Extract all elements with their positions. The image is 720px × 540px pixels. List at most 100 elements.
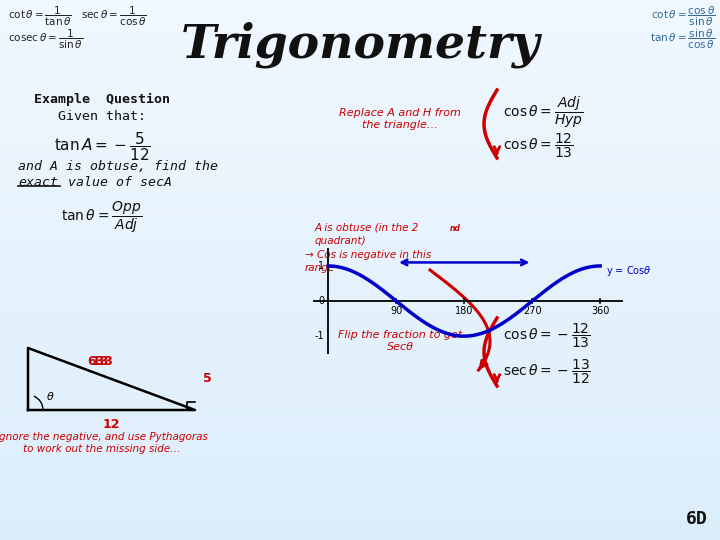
Bar bbox=[0, 472, 720, 473]
Bar bbox=[0, 515, 720, 516]
Bar bbox=[0, 287, 720, 288]
Bar bbox=[0, 210, 720, 211]
Bar bbox=[0, 479, 720, 480]
Bar bbox=[0, 387, 720, 388]
Bar bbox=[0, 404, 720, 405]
Text: 633: 633 bbox=[87, 355, 113, 368]
Bar bbox=[0, 466, 720, 467]
Bar bbox=[0, 474, 720, 475]
Bar bbox=[0, 391, 720, 392]
Bar bbox=[0, 535, 720, 536]
Bar bbox=[0, 419, 720, 420]
Bar bbox=[0, 407, 720, 408]
Bar bbox=[0, 473, 720, 474]
Bar bbox=[0, 222, 720, 223]
Bar bbox=[0, 439, 720, 440]
Bar bbox=[0, 267, 720, 268]
Bar bbox=[0, 401, 720, 402]
Bar bbox=[0, 454, 720, 455]
Text: $\cos\theta = \dfrac{Adj}{Hyp}$: $\cos\theta = \dfrac{Adj}{Hyp}$ bbox=[503, 95, 584, 130]
Bar bbox=[0, 422, 720, 423]
Bar bbox=[0, 384, 720, 385]
Bar bbox=[0, 128, 720, 129]
Bar bbox=[0, 308, 720, 309]
Bar bbox=[0, 164, 720, 165]
Bar bbox=[0, 329, 720, 330]
Bar bbox=[0, 30, 720, 31]
Bar bbox=[0, 181, 720, 182]
Bar bbox=[0, 220, 720, 221]
Bar bbox=[0, 73, 720, 74]
Bar bbox=[0, 450, 720, 451]
Text: $\cot\theta = \dfrac{\cos\theta}{\sin\theta}$: $\cot\theta = \dfrac{\cos\theta}{\sin\th… bbox=[651, 5, 715, 28]
Bar bbox=[0, 58, 720, 59]
Bar bbox=[0, 326, 720, 327]
Bar bbox=[0, 18, 720, 19]
Bar bbox=[0, 216, 720, 217]
Bar bbox=[0, 339, 720, 340]
Bar bbox=[0, 265, 720, 266]
Bar bbox=[0, 137, 720, 138]
Bar bbox=[0, 257, 720, 258]
Bar bbox=[0, 239, 720, 240]
Bar bbox=[0, 508, 720, 509]
Bar bbox=[0, 61, 720, 62]
Bar bbox=[0, 88, 720, 89]
Bar bbox=[0, 40, 720, 41]
Bar bbox=[0, 221, 720, 222]
Bar bbox=[0, 79, 720, 80]
Bar bbox=[0, 376, 720, 377]
Bar bbox=[0, 82, 720, 83]
Bar bbox=[0, 353, 720, 354]
Bar bbox=[0, 78, 720, 79]
Bar bbox=[0, 320, 720, 321]
Bar bbox=[0, 461, 720, 462]
Bar bbox=[0, 92, 720, 93]
Bar bbox=[0, 500, 720, 501]
Bar bbox=[0, 374, 720, 375]
Bar bbox=[0, 245, 720, 246]
Bar bbox=[0, 45, 720, 46]
Bar bbox=[0, 432, 720, 433]
Bar bbox=[0, 275, 720, 276]
Text: A is obtuse (in the 2: A is obtuse (in the 2 bbox=[315, 222, 419, 232]
Text: 5: 5 bbox=[203, 373, 212, 386]
Bar bbox=[0, 523, 720, 524]
Bar bbox=[0, 87, 720, 88]
Bar bbox=[0, 76, 720, 77]
Bar bbox=[0, 463, 720, 464]
Bar bbox=[0, 521, 720, 522]
Bar bbox=[0, 97, 720, 98]
Bar bbox=[0, 176, 720, 177]
Bar bbox=[0, 293, 720, 294]
Bar bbox=[0, 388, 720, 389]
Bar bbox=[0, 531, 720, 532]
Bar bbox=[0, 240, 720, 241]
Bar bbox=[0, 501, 720, 502]
Bar bbox=[0, 393, 720, 394]
Bar bbox=[0, 37, 720, 38]
Text: $\cot\theta = \dfrac{1}{\tan\theta}$   $\sec\theta = \dfrac{1}{\cos\theta}$: $\cot\theta = \dfrac{1}{\tan\theta}$ $\s… bbox=[8, 5, 147, 28]
Bar bbox=[0, 71, 720, 72]
Bar bbox=[0, 122, 720, 123]
Bar bbox=[0, 185, 720, 186]
Text: $\tan\theta = \dfrac{Opp}{Adj}$: $\tan\theta = \dfrac{Opp}{Adj}$ bbox=[61, 200, 143, 235]
Bar bbox=[0, 277, 720, 278]
Bar bbox=[0, 464, 720, 465]
Bar bbox=[0, 1, 720, 2]
Text: nd: nd bbox=[450, 224, 461, 233]
Bar bbox=[0, 54, 720, 55]
Bar bbox=[0, 28, 720, 29]
Bar bbox=[0, 416, 720, 417]
Bar bbox=[0, 208, 720, 209]
Bar bbox=[0, 141, 720, 142]
Bar bbox=[0, 295, 720, 296]
Bar bbox=[0, 271, 720, 272]
Bar bbox=[0, 0, 720, 1]
Bar bbox=[0, 209, 720, 210]
Bar bbox=[0, 468, 720, 469]
Text: 12: 12 bbox=[103, 418, 120, 431]
Bar bbox=[0, 35, 720, 36]
Bar bbox=[0, 324, 720, 325]
Bar bbox=[0, 496, 720, 497]
